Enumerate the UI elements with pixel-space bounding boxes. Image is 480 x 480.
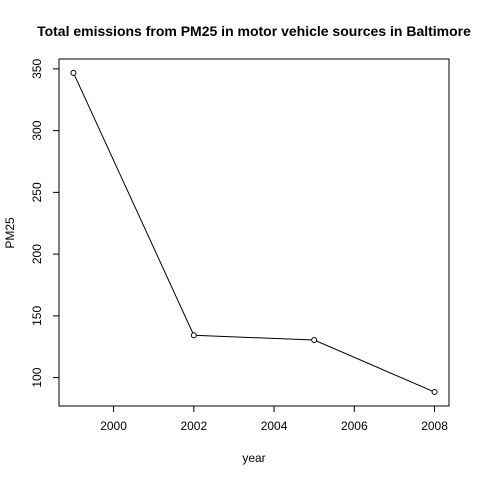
y-tick-label: 200: [30, 244, 44, 264]
x-axis: 2000 2002 2004 2006 2008: [100, 406, 448, 433]
data-point: [190, 332, 197, 339]
y-tick-label: 150: [30, 306, 44, 326]
y-tick-label: 300: [30, 120, 44, 140]
data-point: [70, 69, 77, 76]
x-tick-label: 2004: [261, 419, 288, 433]
y-tick-label: 350: [30, 59, 44, 79]
plot-frame: [58, 58, 450, 407]
data-point: [311, 337, 318, 344]
x-tick-label: 2006: [341, 419, 368, 433]
y-axis: 100 150 200 250 300 350: [30, 59, 59, 388]
x-tick-label: 2008: [421, 419, 448, 433]
series-line: [72, 72, 435, 393]
series-group: [70, 69, 438, 396]
x-axis-label: year: [242, 451, 265, 465]
y-tick-label: 250: [30, 182, 44, 202]
y-axis-label: PM25: [3, 217, 17, 249]
chart-title: Total emissions from PM25 in motor vehic…: [37, 23, 471, 39]
x-tick-label: 2000: [100, 419, 127, 433]
y-tick-label: 100: [30, 367, 44, 387]
data-point: [431, 389, 438, 396]
x-tick-label: 2002: [180, 419, 207, 433]
